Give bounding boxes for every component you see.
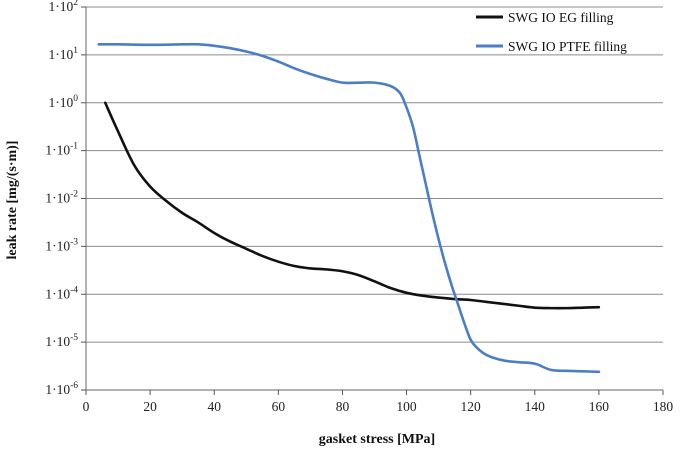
y-tick-labels: 1·102 1·101 1·100 1·10-1 1·10-2 1·10-3 1·10-4 1… [45, 0, 78, 397]
x-axis-title: gasket stress [MPa] [319, 432, 435, 447]
legend: SWG IO EG filling SWG IO PTFE filling [476, 10, 627, 54]
y-tick-label: 1·101 [49, 46, 79, 62]
y-tick-label: 1·10-6 [45, 381, 78, 397]
x-tick-label: 140 [525, 399, 546, 414]
x-tick-label: 80 [336, 399, 350, 414]
series-line-eg [103, 101, 601, 310]
x-tick-label: 60 [272, 399, 286, 414]
y-axis-title: leak rate [mg/(s·m)] [5, 141, 20, 260]
x-tick-label: 0 [83, 399, 90, 414]
y-tick-label: 1·10-5 [45, 333, 78, 349]
series-lines [97, 42, 601, 374]
y-tick-label: 1·10-3 [45, 237, 78, 253]
y-tick-label: 1·100 [49, 94, 79, 110]
x-tick-label: 160 [589, 399, 610, 414]
x-tick-label: 120 [461, 399, 482, 414]
legend-label-eg: SWG IO EG filling [508, 10, 614, 25]
x-tick-label: 20 [143, 399, 157, 414]
legend-label-ptfe: SWG IO PTFE filling [508, 39, 627, 54]
y-tick-label: 1·10-4 [45, 285, 78, 301]
series-line-ptfe [97, 42, 601, 374]
y-tick-label: 1·10-2 [45, 190, 78, 206]
y-tick-label: 1·10-1 [45, 142, 78, 158]
x-tick-label: 100 [396, 399, 417, 414]
y-tick-label: 1·102 [49, 0, 79, 14]
axes [81, 6, 664, 395]
grid-lines [86, 6, 663, 343]
x-tick-label: 180 [653, 399, 674, 414]
x-tick-label: 40 [207, 399, 221, 414]
x-tick-labels: 0 20 40 60 80 100 120 140 160 180 [83, 399, 674, 414]
